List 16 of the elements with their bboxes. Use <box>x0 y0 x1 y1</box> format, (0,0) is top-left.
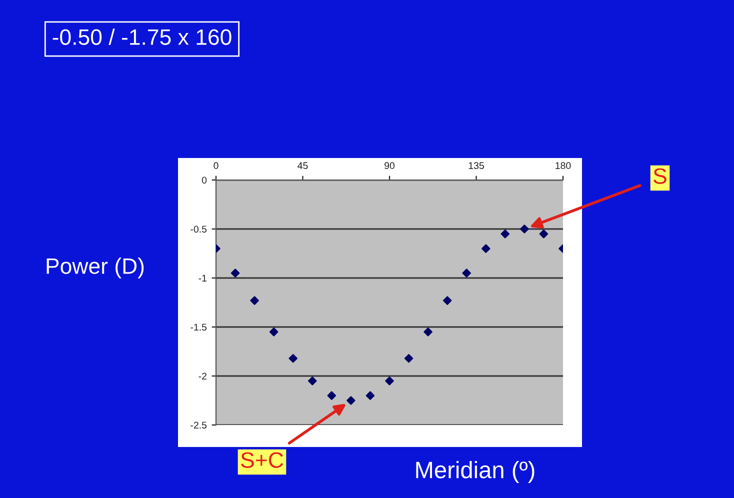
x-tick-label: 90 <box>384 162 395 170</box>
x-axis-title: Meridian (º) <box>416 460 534 483</box>
y-tick-label: 0 <box>202 176 207 184</box>
text: -0.50 / -1.75 x 160 <box>52 28 232 45</box>
x-tick-label: 45 <box>298 162 308 170</box>
y-tick-label: -2.5 <box>190 422 207 429</box>
y-axis-title: Power (D) <box>46 258 144 278</box>
y-tick-label: -2 <box>198 372 206 380</box>
x-tick-label: 180 <box>556 162 571 170</box>
y-tick-label: -1.5 <box>190 324 207 331</box>
y-tick-label: -0.5 <box>190 226 207 233</box>
y-tick-label: -1 <box>198 274 206 282</box>
x-tick-label: 135 <box>468 162 484 170</box>
x-tick-label: 0 <box>214 162 218 170</box>
annotation: S <box>654 168 666 184</box>
annotation: S+C <box>241 452 284 468</box>
